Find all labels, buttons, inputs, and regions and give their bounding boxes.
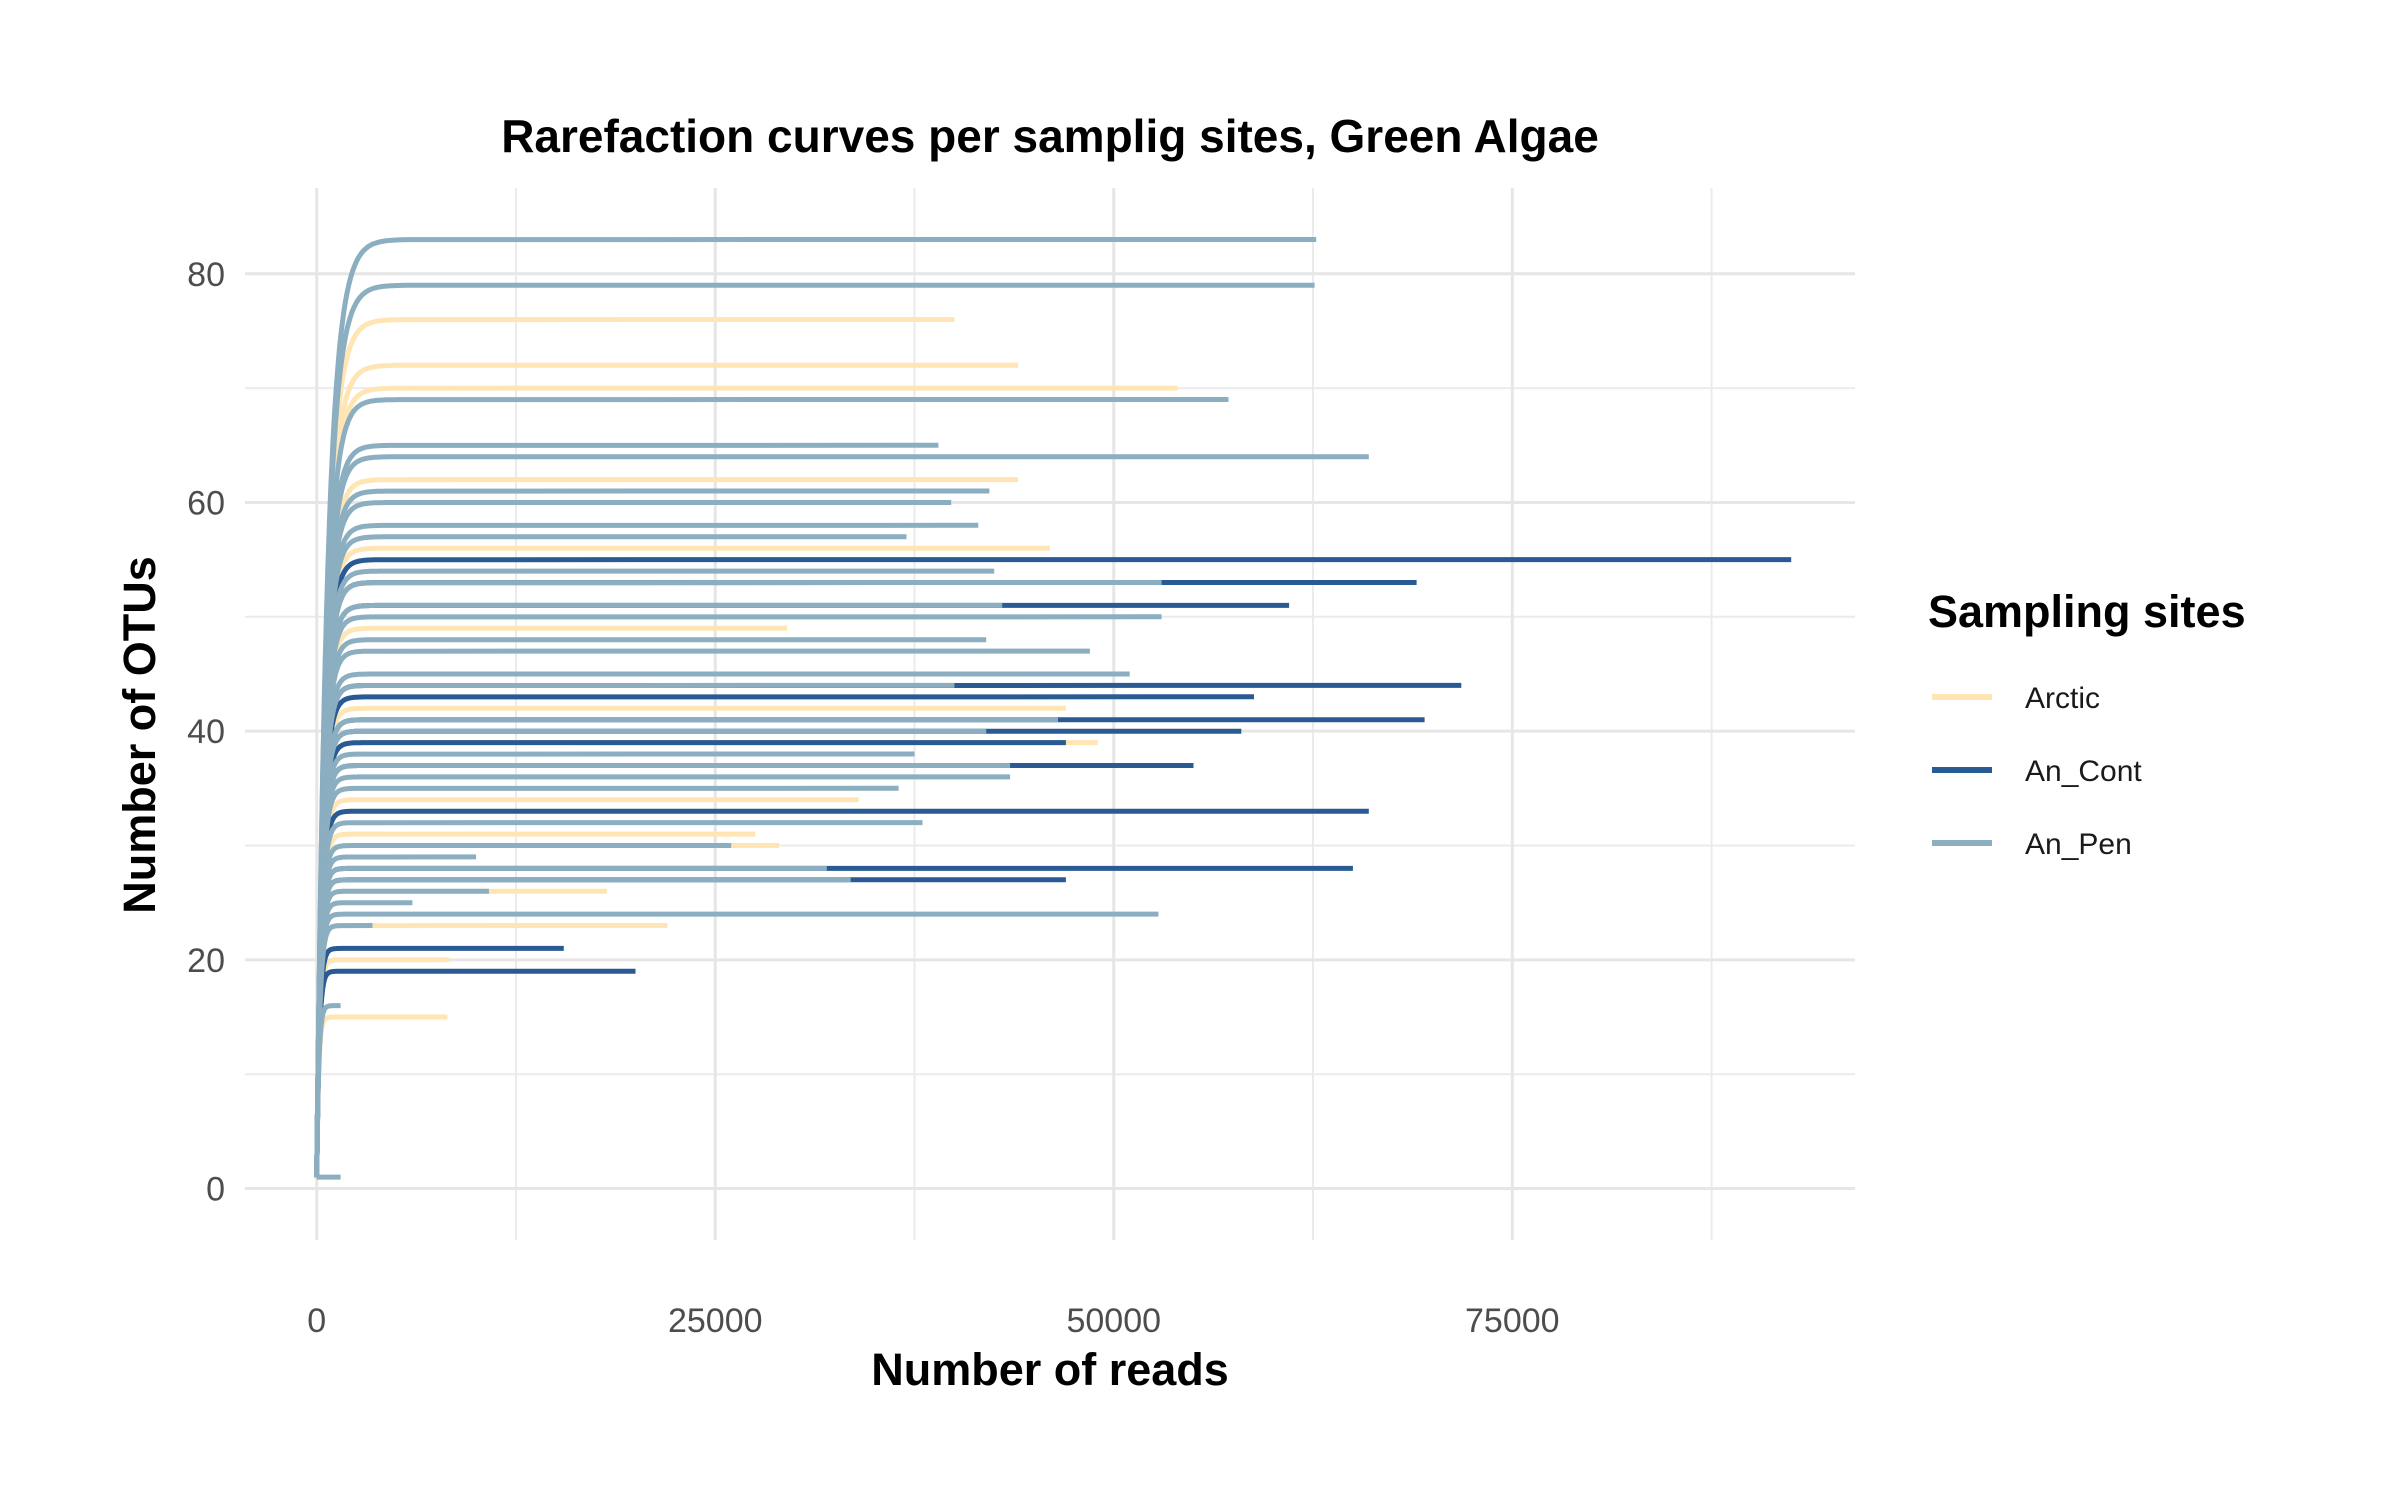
curves bbox=[314, 237, 1792, 1180]
x-tick-label: 25000 bbox=[668, 1302, 763, 1340]
rarefaction-curve-an-pen bbox=[314, 900, 413, 1180]
x-axis-title: Number of reads bbox=[871, 1344, 1229, 1395]
y-tick-label: 80 bbox=[187, 256, 225, 294]
rarefaction-curve-arctic bbox=[314, 317, 955, 1180]
legend-label: An_Cont bbox=[2025, 755, 2142, 788]
x-tick-label: 0 bbox=[307, 1302, 326, 1340]
y-tick-label: 0 bbox=[206, 1171, 225, 1209]
legend: Sampling sites Arctic An_Cont An_Pen bbox=[1928, 586, 2246, 861]
rarefaction-curve-an-pen bbox=[314, 1003, 341, 1180]
x-tick-label: 50000 bbox=[1066, 1302, 1161, 1340]
rarefaction-curve-arctic bbox=[314, 888, 607, 1180]
rarefaction-curve-an-pen bbox=[314, 568, 995, 1180]
y-tick-label: 20 bbox=[187, 942, 225, 980]
rarefaction-curve-an-pen bbox=[314, 820, 923, 1180]
rarefaction-curve-an-cont bbox=[314, 945, 564, 1180]
grid-major bbox=[245, 188, 1855, 1240]
rarefaction-curve-an-cont bbox=[314, 682, 1462, 1180]
rarefaction-curve-arctic bbox=[314, 362, 1019, 1180]
rarefaction-curve-arctic bbox=[314, 385, 1178, 1180]
legend-label: An_Pen bbox=[2025, 828, 2132, 861]
rarefaction-curve-arctic bbox=[314, 923, 668, 1180]
y-axis-ticks: 0 20 40 60 80 bbox=[187, 256, 225, 1209]
x-tick-label: 75000 bbox=[1465, 1302, 1560, 1340]
rarefaction-curve-arctic bbox=[314, 545, 1051, 1180]
legend-label: Arctic bbox=[2025, 682, 2100, 715]
rarefaction-curve-arctic bbox=[314, 831, 756, 1180]
y-tick-label: 40 bbox=[187, 713, 225, 751]
rarefaction-curve-an-pen bbox=[314, 751, 915, 1180]
rarefaction-curve-arctic bbox=[314, 1014, 448, 1180]
x-axis-ticks: 0 25000 50000 75000 bbox=[307, 1302, 1559, 1340]
y-tick-label: 60 bbox=[187, 484, 225, 522]
rarefaction-curve-an-pen bbox=[314, 682, 955, 1180]
rarefaction-curve-an-pen bbox=[314, 522, 979, 1180]
rarefaction-curve-an-pen bbox=[314, 454, 1369, 1180]
chart-title: Rarefaction curves per samplig sites, Gr… bbox=[501, 110, 1599, 162]
rarefaction-curve-an-pen bbox=[314, 888, 489, 1180]
y-axis-title: Number of OTUs bbox=[114, 556, 165, 914]
grid-minor bbox=[245, 188, 1855, 1240]
rarefaction-curve-arctic bbox=[314, 843, 779, 1180]
rarefaction-curve-an-pen bbox=[314, 911, 1159, 1180]
rarefaction-curve-an-pen bbox=[314, 843, 732, 1180]
rarefaction-curve-arctic bbox=[314, 957, 450, 1180]
legend-title: Sampling sites bbox=[1928, 586, 2246, 637]
rarefaction-curve-an-pen bbox=[314, 774, 1011, 1180]
rarefaction-curve-an-pen bbox=[314, 614, 1162, 1180]
